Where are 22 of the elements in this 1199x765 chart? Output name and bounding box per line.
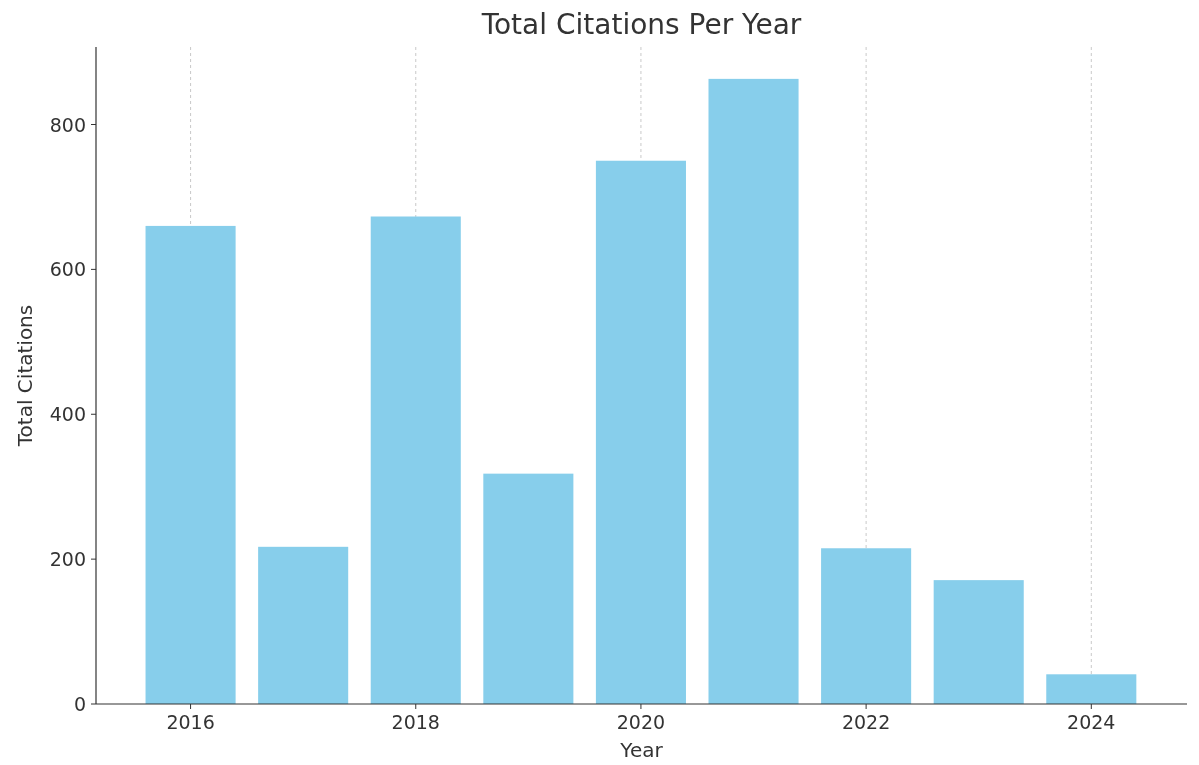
- bar: [595, 160, 686, 704]
- bar: [821, 548, 912, 704]
- bar: [1046, 674, 1137, 704]
- y-tick-label: 600: [49, 258, 86, 281]
- bar: [145, 225, 236, 704]
- y-tick-label: 800: [49, 113, 86, 136]
- x-tick-label: 2018: [391, 711, 440, 733]
- bar: [933, 580, 1024, 704]
- y-tick-label: 400: [49, 403, 86, 426]
- y-tick-label: 200: [49, 548, 86, 571]
- x-tick-label: 2024: [1067, 711, 1116, 733]
- y-tick-label: 0: [73, 693, 86, 715]
- x-tick-label: 2020: [616, 711, 666, 733]
- bar: [370, 216, 461, 704]
- bar: [708, 78, 799, 704]
- x-tick-label: 2022: [841, 711, 891, 733]
- chart-title: Total Citations Per Year: [480, 8, 802, 41]
- bar: [258, 546, 349, 704]
- x-tick-label: 2016: [166, 711, 215, 733]
- x-axis-title: Year: [619, 738, 664, 762]
- y-axis-title: Total Citations: [13, 304, 37, 448]
- bar: [483, 473, 574, 704]
